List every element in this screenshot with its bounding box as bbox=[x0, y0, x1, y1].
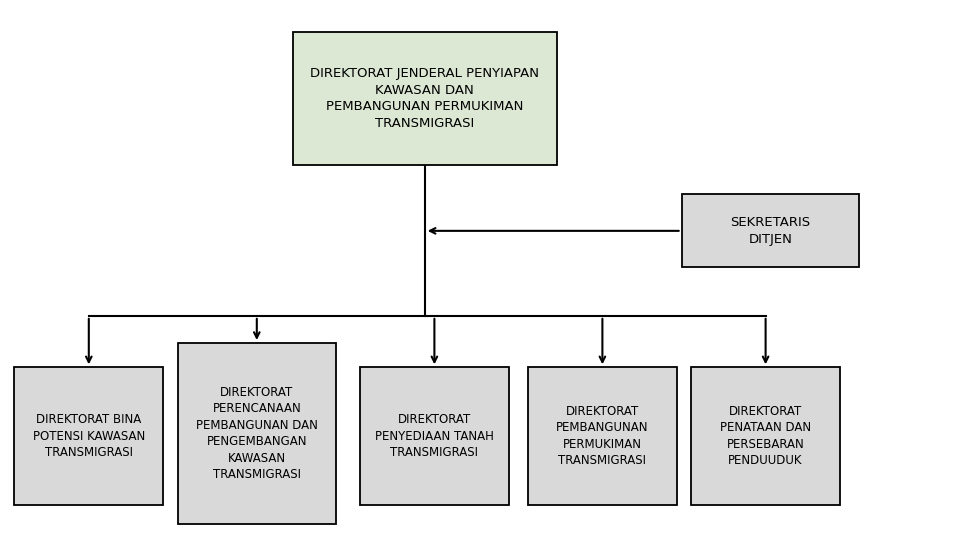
Text: DIREKTORAT
PENATAAN DAN
PERSEBARAN
PENDUUDUK: DIREKTORAT PENATAAN DAN PERSEBARAN PENDU… bbox=[720, 405, 811, 467]
Text: SEKRETARIS
DITJEN: SEKRETARIS DITJEN bbox=[731, 216, 810, 246]
FancyBboxPatch shape bbox=[360, 367, 509, 505]
Text: DIREKTORAT JENDERAL PENYIAPAN
KAWASAN DAN
PEMBANGUNAN PERMUKIMAN
TRANSMIGRASI: DIREKTORAT JENDERAL PENYIAPAN KAWASAN DA… bbox=[310, 68, 540, 130]
Text: DIREKTORAT
PENYEDIAAN TANAH
TRANSMIGRASI: DIREKTORAT PENYEDIAAN TANAH TRANSMIGRASI bbox=[375, 413, 493, 459]
FancyBboxPatch shape bbox=[178, 343, 336, 524]
FancyBboxPatch shape bbox=[691, 367, 840, 505]
Text: DIREKTORAT
PERENCANAAN
PEMBANGUNAN DAN
PENGEMBANGAN
KAWASAN
TRANSMIGRASI: DIREKTORAT PERENCANAAN PEMBANGUNAN DAN P… bbox=[196, 386, 318, 481]
FancyBboxPatch shape bbox=[14, 367, 163, 505]
FancyBboxPatch shape bbox=[528, 367, 677, 505]
FancyBboxPatch shape bbox=[682, 194, 859, 267]
Text: DIREKTORAT
PEMBANGUNAN
PERMUKIMAN
TRANSMIGRASI: DIREKTORAT PEMBANGUNAN PERMUKIMAN TRANSM… bbox=[556, 405, 649, 467]
Text: DIREKTORAT BINA
POTENSI KAWASAN
TRANSMIGRASI: DIREKTORAT BINA POTENSI KAWASAN TRANSMIG… bbox=[33, 413, 145, 459]
FancyBboxPatch shape bbox=[293, 32, 557, 165]
